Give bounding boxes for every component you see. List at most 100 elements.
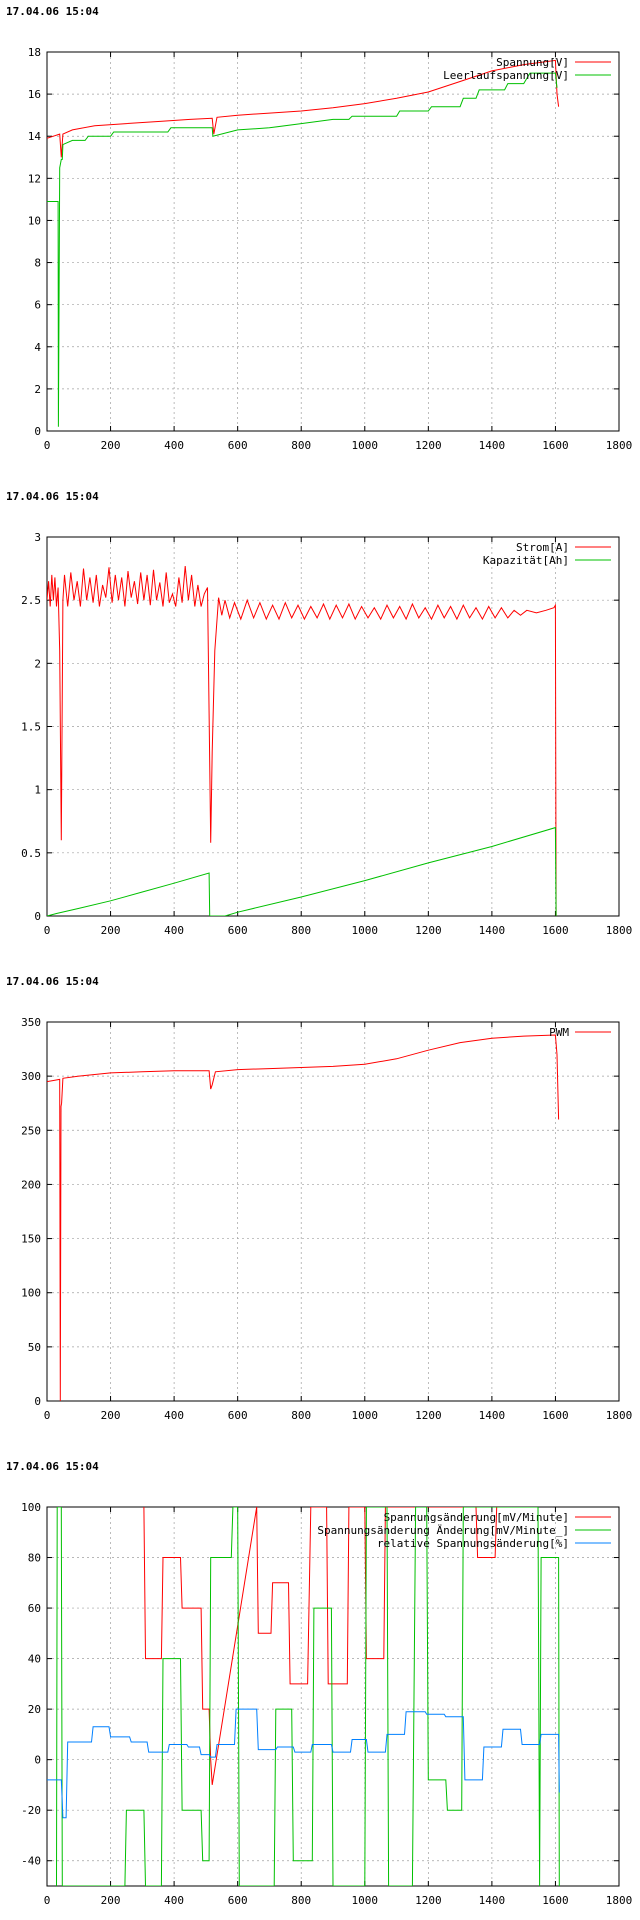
x-tick-label: 1200 [415, 439, 442, 452]
y-tick-label: 8 [34, 257, 41, 270]
timestamp-label: 17.04.06 15:04 [6, 1460, 99, 1473]
chart-1: 17.04.06 15:04 0 200 400 600 800 1000 1200 1400 1… [6, 5, 632, 452]
x-tick-label: 1800 [606, 1894, 633, 1907]
x-tick-label: 0 [44, 924, 51, 937]
y-tick-label: 2.5 [21, 594, 41, 607]
x-tick-label: 1400 [479, 439, 506, 452]
y-tick-label: 6 [34, 299, 41, 312]
y-tick-label: 150 [21, 1233, 41, 1246]
x-tick-label: 400 [164, 1894, 184, 1907]
x-tick-label: 600 [228, 924, 248, 937]
x-tick-label: 200 [101, 439, 121, 452]
y-tick-label: 18 [28, 46, 41, 59]
x-tick-label: 1000 [352, 1409, 379, 1422]
y-tick-label: 100 [21, 1287, 41, 1300]
x-tick-label: 1000 [352, 924, 379, 937]
y-tick-label: 20 [28, 1703, 41, 1716]
x-tick-label: 1600 [542, 439, 569, 452]
x-tick-label: 400 [164, 439, 184, 452]
x-tick-label: 1000 [352, 1894, 379, 1907]
x-tick-label: 1800 [606, 439, 633, 452]
x-tick-label: 1000 [352, 439, 379, 452]
plot-frame [46, 51, 620, 432]
y-tick-label: 0 [34, 910, 41, 923]
x-tick-label: 1400 [479, 1409, 506, 1422]
y-tick-label: 1.5 [21, 721, 41, 734]
x-tick-label: 1800 [606, 924, 633, 937]
legend-label-1: Spannung[V] [496, 56, 569, 69]
y-tick-label: 0.5 [21, 847, 41, 860]
x-tick-label: 0 [44, 1409, 51, 1422]
y-tick-label: 250 [21, 1124, 41, 1137]
y-tick-label: 0 [34, 425, 41, 438]
x-tick-label: 0 [44, 1894, 51, 1907]
x-tick-label: 200 [101, 924, 121, 937]
x-tick-label: 200 [101, 1894, 121, 1907]
legend-label-1: Spannungsänderung[mV/Minute] [384, 1511, 569, 1524]
x-tick-label: 1600 [542, 1894, 569, 1907]
y-tick-label: 12 [28, 172, 41, 185]
x-tick-label: 1800 [606, 1409, 633, 1422]
y-tick-label: 2 [34, 657, 41, 670]
chart-2: 17.04.06 15:04 0 200 400 600 800 1000 1200 1400 1… [6, 490, 632, 937]
y-tick-label: 200 [21, 1178, 41, 1191]
y-tick-label: 3 [34, 531, 41, 544]
legend-label-1: PWM [549, 1026, 569, 1039]
x-tick-label: 400 [164, 1409, 184, 1422]
series-line-3 [47, 1708, 560, 1819]
x-tick-label: 1200 [415, 1409, 442, 1422]
x-tick-label: 400 [164, 924, 184, 937]
y-tick-label: 100 [21, 1501, 41, 1514]
series-line-2 [56, 1507, 560, 1886]
plot-frame [46, 1021, 620, 1402]
series-line-1 [47, 59, 560, 158]
legend-label-2: Leerlaufspannung[V] [443, 69, 569, 82]
y-tick-label: 50 [28, 1341, 41, 1354]
x-tick-label: 1200 [415, 924, 442, 937]
y-tick-label: 10 [28, 214, 41, 227]
x-tick-label: 800 [291, 1409, 311, 1422]
series-line-1 [47, 566, 557, 916]
x-tick-label: 800 [291, 439, 311, 452]
legend-label-3: relative Spannungsänderung[%] [377, 1537, 569, 1550]
x-tick-label: 1600 [542, 924, 569, 937]
timestamp-label: 17.04.06 15:04 [6, 490, 99, 503]
y-tick-label: 0 [34, 1754, 41, 1767]
x-tick-label: 1400 [479, 924, 506, 937]
x-tick-label: 1200 [415, 1894, 442, 1907]
timestamp-label: 17.04.06 15:04 [6, 975, 99, 988]
x-tick-label: 800 [291, 1894, 311, 1907]
y-tick-label: 300 [21, 1070, 41, 1083]
legend-label-2: Kapazität[Ah] [483, 554, 569, 567]
series-line-2 [47, 72, 558, 427]
chart-4: 17.04.06 15:040 200 400 600 800 1000 1200 1400 1… [6, 1460, 632, 1907]
y-tick-label: -20 [21, 1804, 41, 1817]
x-tick-label: 600 [228, 1894, 248, 1907]
x-tick-label: 1400 [479, 1894, 506, 1907]
x-tick-label: 200 [101, 1409, 121, 1422]
series-line-1 [47, 1034, 560, 1401]
x-tick-label: 0 [44, 439, 51, 452]
y-tick-label: 350 [21, 1016, 41, 1029]
x-tick-label: 800 [291, 924, 311, 937]
legend-label-2: Spannungsänderung Änderung[mV/Minute_] [317, 1524, 569, 1537]
series-line-2 [47, 826, 557, 916]
y-tick-label: 14 [28, 130, 42, 143]
y-tick-label: 2 [34, 383, 41, 396]
y-tick-label: 16 [28, 88, 41, 101]
y-tick-label: -40 [21, 1855, 41, 1868]
chart-3: 17.04.06 15:040 200 400 600 800 1000 1200 1400 1… [6, 975, 632, 1422]
x-tick-label: 600 [228, 1409, 248, 1422]
y-tick-label: 60 [28, 1602, 41, 1615]
x-tick-label: 600 [228, 439, 248, 452]
timestamp-label: 17.04.06 15:04 [6, 5, 99, 18]
y-tick-label: 80 [28, 1552, 41, 1565]
y-tick-label: 1 [34, 784, 41, 797]
x-tick-label: 1600 [542, 1409, 569, 1422]
y-tick-label: 40 [28, 1653, 41, 1666]
legend-label-1: Strom[A] [516, 541, 569, 554]
y-tick-label: 0 [34, 1395, 41, 1408]
series-line-1 [143, 1507, 498, 1785]
y-tick-label: 4 [34, 341, 41, 354]
